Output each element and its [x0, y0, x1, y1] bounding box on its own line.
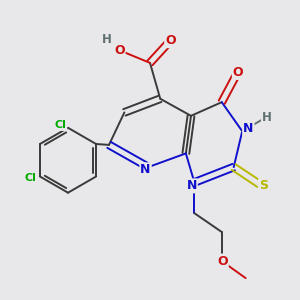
Text: O: O — [165, 34, 176, 47]
Text: H: H — [102, 34, 112, 46]
Text: O: O — [114, 44, 124, 57]
Text: N: N — [187, 179, 197, 192]
Text: N: N — [140, 163, 151, 176]
Text: O: O — [233, 66, 244, 79]
Text: N: N — [243, 122, 254, 135]
Text: Cl: Cl — [55, 120, 66, 130]
Text: S: S — [259, 179, 268, 192]
Text: H: H — [262, 111, 272, 124]
Text: Cl: Cl — [24, 173, 36, 183]
Text: O: O — [217, 254, 228, 268]
